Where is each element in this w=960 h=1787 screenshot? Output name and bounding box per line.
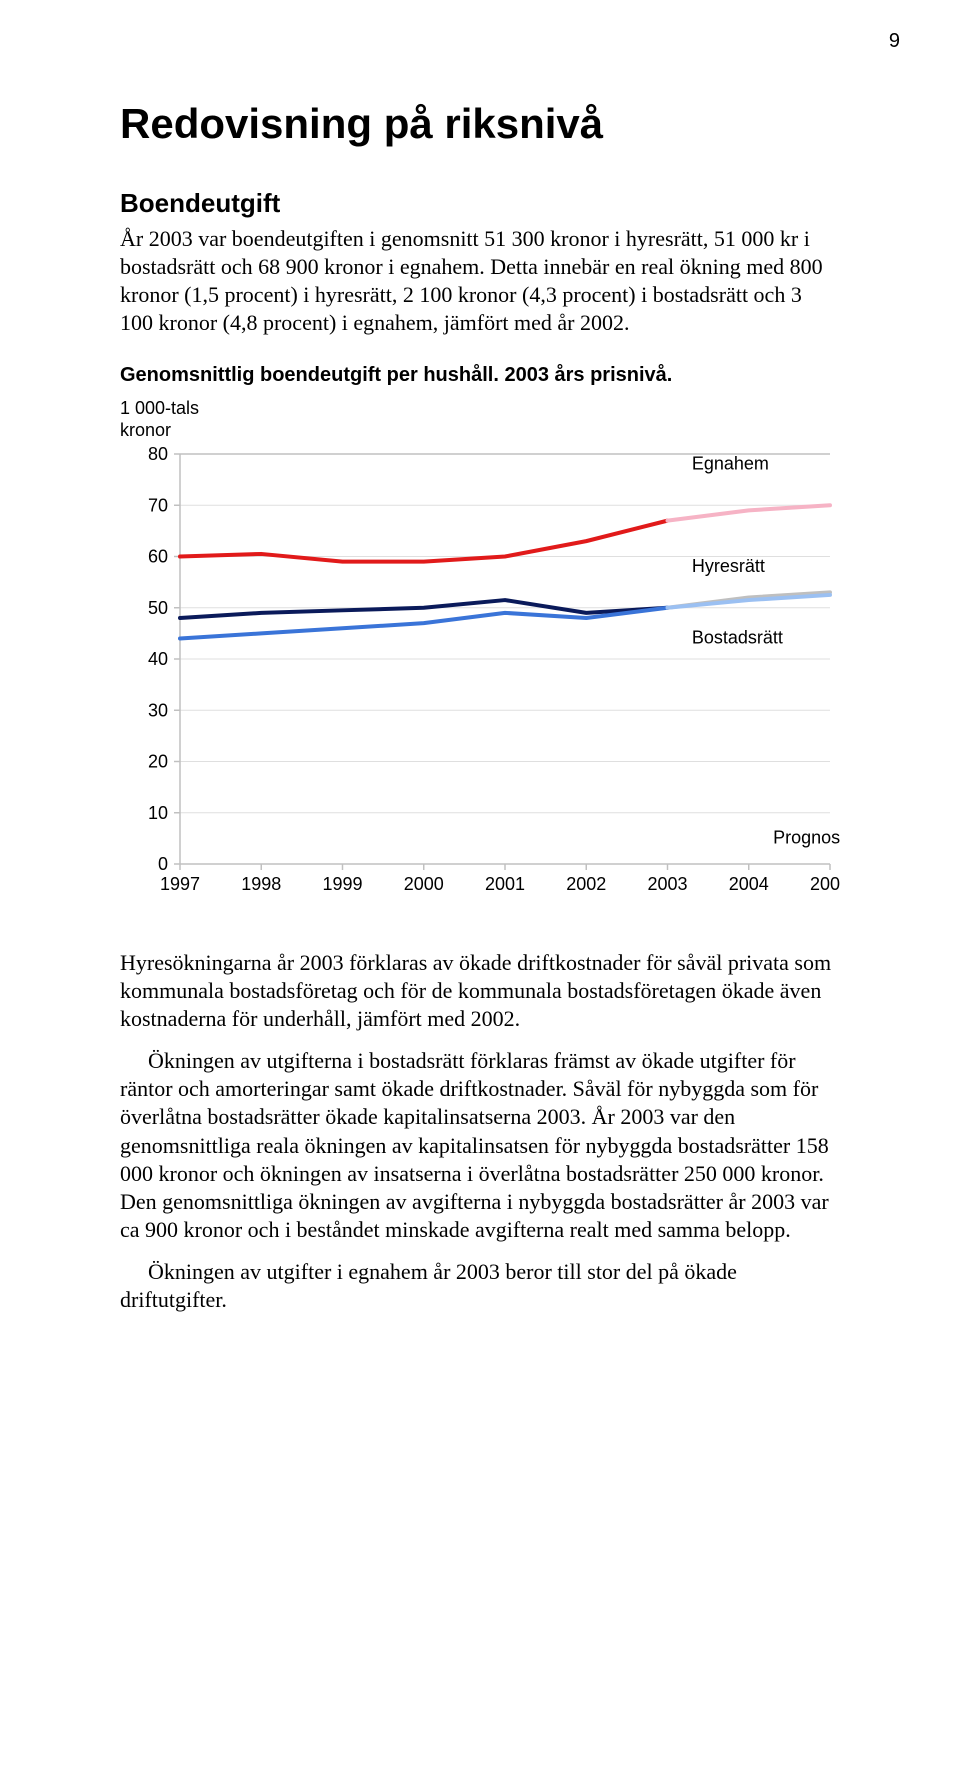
- svg-text:10: 10: [148, 802, 168, 822]
- body-paragraph-1: Hyresökningarna år 2003 förklaras av öka…: [120, 949, 840, 1033]
- intro-paragraph: År 2003 var boendeutgiften i genomsnitt …: [120, 225, 840, 338]
- document-page: 9 Redovisning på riksnivå Boendeutgift Å…: [0, 0, 960, 1787]
- body-paragraph-3: Ökningen av utgifter i egnahem år 2003 b…: [120, 1258, 840, 1314]
- svg-text:2004: 2004: [729, 874, 769, 894]
- line-chart: 1 000-talskronor 0 10 20 30 40 50 60 70 80 1997 19…: [120, 397, 840, 909]
- body-paragraph-2: Ökningen av utgifterna i bostadsrätt för…: [120, 1047, 840, 1244]
- svg-text:80: 80: [148, 444, 168, 464]
- page-title: Redovisning på riksnivå: [120, 100, 840, 148]
- y-axis-label-line2: kronor: [120, 419, 840, 442]
- svg-text:2000: 2000: [404, 874, 444, 894]
- chart-svg: 0 10 20 30 40 50 60 70 80 1997 1998 1999 2000 2001 200…: [120, 444, 840, 904]
- svg-text:70: 70: [148, 495, 168, 515]
- svg-text:2001: 2001: [485, 874, 525, 894]
- svg-text:1998: 1998: [241, 874, 281, 894]
- svg-text:2005: 2005: [810, 874, 840, 894]
- svg-text:2002: 2002: [566, 874, 606, 894]
- y-axis-label-line1: 1 000-tals: [120, 397, 840, 420]
- svg-text:50: 50: [148, 597, 168, 617]
- svg-text:0: 0: [158, 854, 168, 874]
- svg-text:60: 60: [148, 546, 168, 566]
- page-number: 9: [889, 30, 900, 53]
- chart-caption: Genomsnittlig boendeutgift per hushåll. …: [120, 364, 840, 387]
- y-axis-label: 1 000-talskronor: [120, 397, 840, 442]
- svg-text:1997: 1997: [160, 874, 200, 894]
- svg-text:30: 30: [148, 700, 168, 720]
- svg-text:1999: 1999: [322, 874, 362, 894]
- series-label-bostadsrätt: Bostadsrätt: [692, 627, 783, 647]
- prognos-label: Prognos: [773, 827, 840, 847]
- svg-text:2003: 2003: [647, 874, 687, 894]
- svg-text:40: 40: [148, 649, 168, 669]
- section-heading: Boendeutgift: [120, 188, 840, 219]
- series-label-egnahem: Egnahem: [692, 453, 769, 473]
- svg-text:20: 20: [148, 751, 168, 771]
- series-label-hyresrätt: Hyresrätt: [692, 556, 765, 576]
